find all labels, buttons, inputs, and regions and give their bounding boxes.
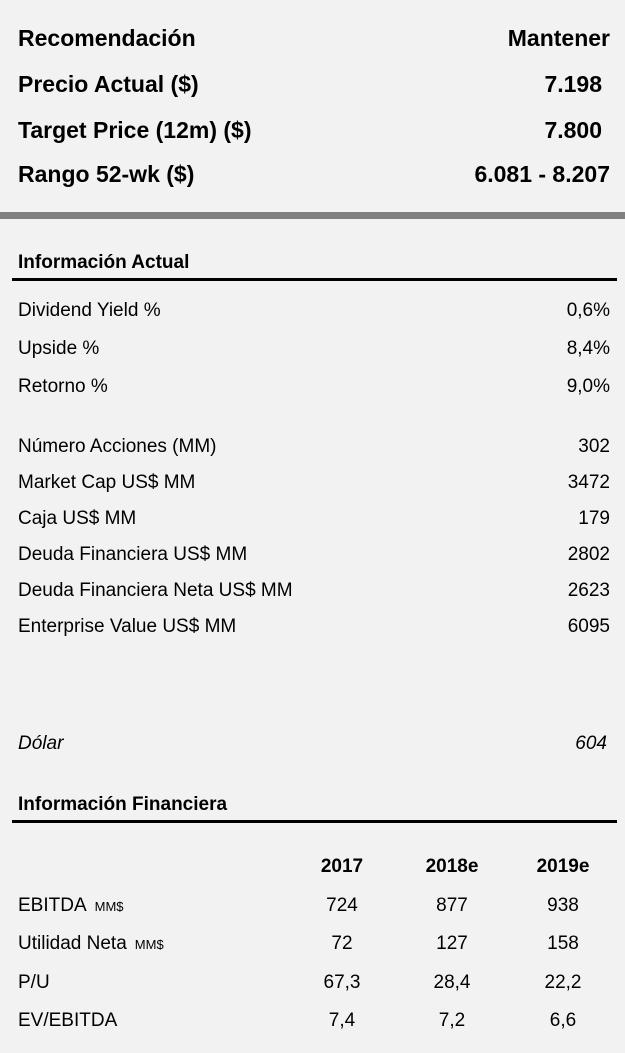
fin-cell: 72 [331, 933, 353, 954]
fin-row-label: Utilidad Neta MM$ [18, 933, 164, 956]
row-label: Caja US$ MM [18, 508, 137, 529]
section-rule [12, 278, 617, 281]
row-label: Número Acciones (MM) [18, 436, 217, 457]
section-rule [12, 820, 617, 823]
row-value: 302 [578, 436, 610, 457]
row-value: 9,0% [566, 376, 610, 397]
fin-cell: 22,2 [544, 972, 582, 993]
range-52wk-label: Rango 52-wk ($) [18, 161, 195, 187]
row-value: 2802 [567, 544, 610, 565]
row-value: 179 [578, 508, 610, 529]
fin-cell: 7,4 [328, 1010, 356, 1031]
recommendation-label: Recomendación [18, 25, 196, 51]
row-label: Retorno % [18, 376, 108, 397]
recommendation-value: Mantener [507, 25, 610, 51]
fin-row-label: EBITDA MM$ [18, 895, 124, 918]
fin-cell: 6,6 [549, 1010, 577, 1031]
fin-row-unit: MM$ [134, 937, 164, 952]
row-value: 2623 [567, 580, 610, 601]
target-price-value: 7.800 [544, 117, 602, 143]
fin-cell: 877 [436, 895, 468, 916]
row-label: Upside % [18, 338, 100, 359]
dolar-value: 604 [575, 733, 607, 754]
current-price-label: Precio Actual ($) [18, 71, 199, 97]
fin-cell: 127 [436, 933, 468, 954]
target-price-label: Target Price (12m) ($) [18, 117, 252, 143]
row-label: Enterprise Value US$ MM [18, 616, 237, 637]
row-value: 8,4% [566, 338, 610, 359]
year-header: 2017 [320, 856, 364, 877]
row-label: Dividend Yield % [18, 300, 161, 321]
row-value: 0,6% [566, 300, 610, 321]
row-label: Market Cap US$ MM [18, 472, 196, 493]
fin-row-label: P/U [18, 972, 50, 993]
fin-cell: 724 [326, 895, 358, 916]
dolar-label: Dólar [18, 733, 64, 754]
row-value: 3472 [567, 472, 610, 493]
year-header: 2019e [536, 856, 590, 877]
fin-row-label: EV/EBITDA [18, 1010, 118, 1031]
fin-cell: 938 [547, 895, 579, 916]
section-title-financiera: Información Financiera [18, 794, 228, 815]
fin-cell: 28,4 [433, 972, 471, 993]
row-label: Deuda Financiera Neta US$ MM [18, 580, 293, 601]
fin-row-unit: MM$ [94, 899, 124, 914]
fin-row-name: EBITDA [18, 895, 87, 916]
year-header: 2018e [425, 856, 479, 877]
fin-row-name: Utilidad Neta [18, 933, 127, 954]
fin-cell: 158 [547, 933, 579, 954]
fin-cell: 67,3 [323, 972, 361, 993]
current-price-value: 7.198 [544, 71, 602, 97]
fin-cell: 7,2 [438, 1010, 466, 1031]
section-divider [0, 212, 625, 219]
row-value: 6095 [567, 616, 610, 637]
row-label: Deuda Financiera US$ MM [18, 544, 248, 565]
range-52wk-value: 6.081 - 8.207 [474, 161, 610, 187]
section-title-actual: Información Actual [18, 252, 190, 273]
